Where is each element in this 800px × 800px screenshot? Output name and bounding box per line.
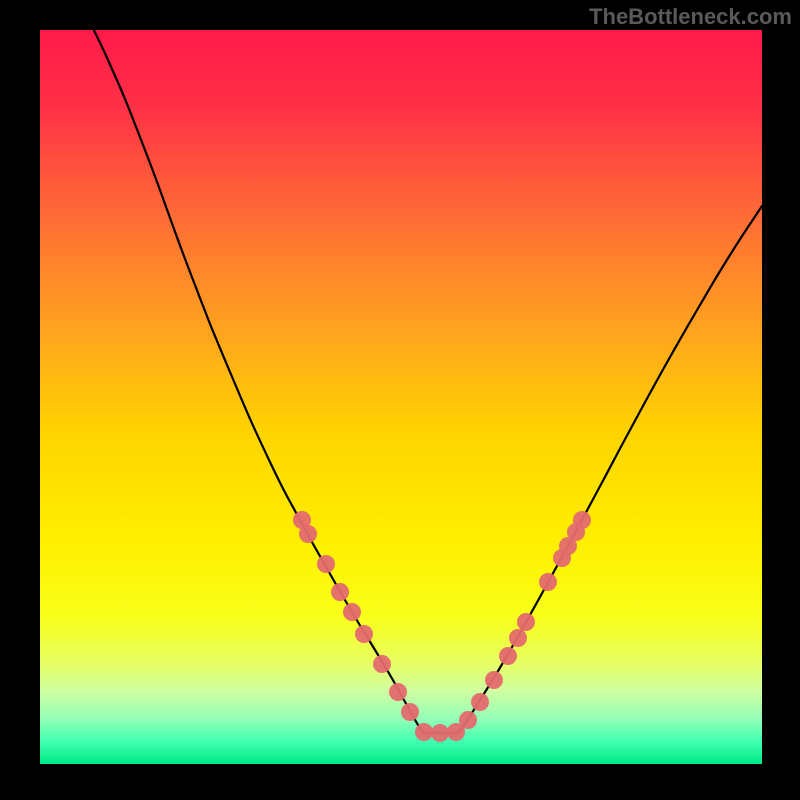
chart-svg (40, 30, 762, 764)
marker-dot (485, 671, 503, 689)
marker-dot (573, 511, 591, 529)
marker-dot (299, 525, 317, 543)
watermark-text: TheBottleneck.com (589, 4, 792, 30)
gradient-background (40, 30, 762, 764)
marker-dot (373, 655, 391, 673)
marker-dot (343, 603, 361, 621)
marker-dot (509, 629, 527, 647)
marker-dot (431, 724, 449, 742)
marker-dot (331, 583, 349, 601)
chart-container: TheBottleneck.com (0, 0, 800, 800)
marker-dot (317, 555, 335, 573)
marker-dot (471, 693, 489, 711)
marker-dot (415, 723, 433, 741)
marker-dot (539, 573, 557, 591)
marker-dot (389, 683, 407, 701)
marker-dot (355, 625, 373, 643)
marker-dot (517, 613, 535, 631)
marker-dot (401, 703, 419, 721)
marker-dot (459, 711, 477, 729)
marker-dot (499, 647, 517, 665)
plot-area (40, 30, 762, 764)
